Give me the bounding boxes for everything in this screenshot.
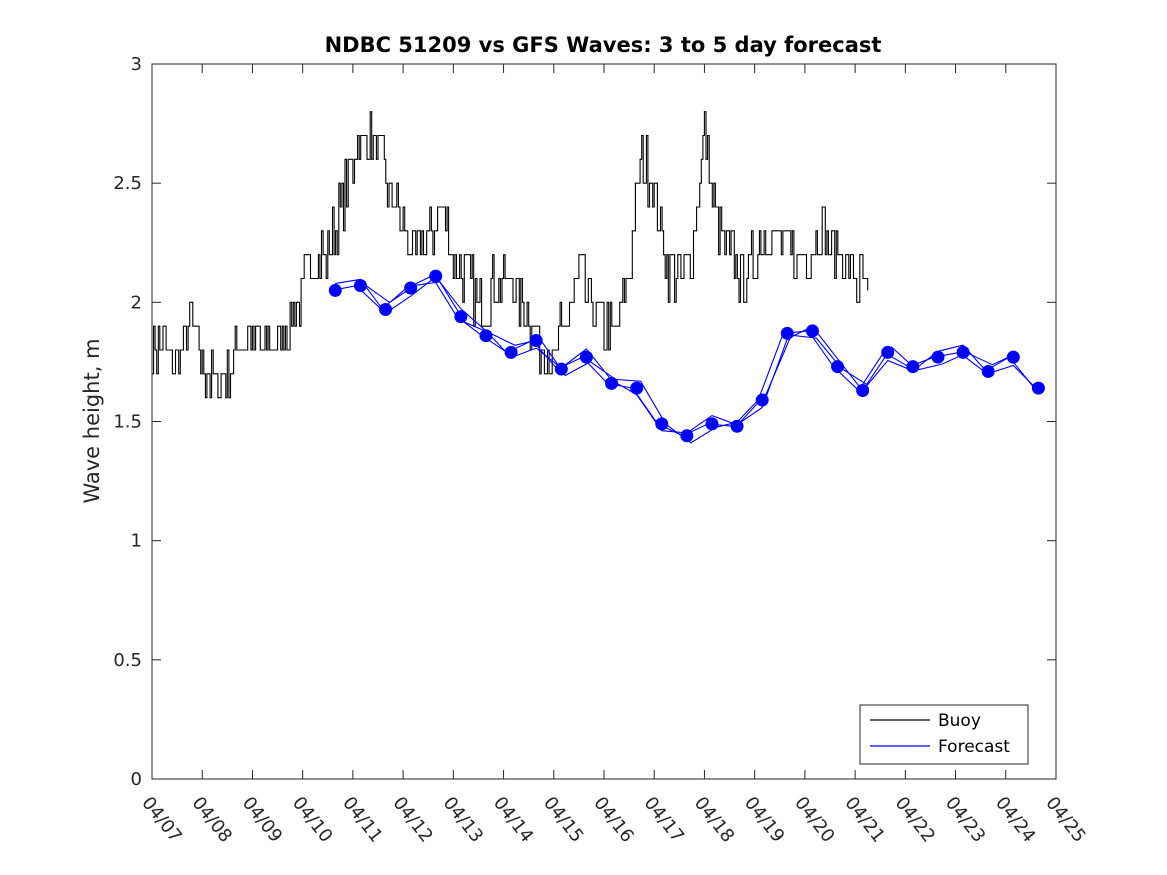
x-tick-label: 04/07 bbox=[137, 793, 185, 847]
y-tick-label: 2 bbox=[131, 292, 142, 313]
x-tick-label: 04/22 bbox=[891, 793, 939, 847]
legend: Buoy Forecast bbox=[859, 704, 1029, 765]
forecast-point bbox=[805, 324, 819, 338]
forecast-point bbox=[956, 345, 970, 359]
x-tick-label: 04/14 bbox=[489, 793, 537, 847]
legend-box bbox=[859, 704, 1029, 765]
x-tick-label: 04/09 bbox=[238, 793, 286, 847]
y-tick-label: 0.5 bbox=[113, 650, 142, 671]
x-tick-label: 04/24 bbox=[991, 793, 1039, 847]
x-tick-label: 04/25 bbox=[1041, 793, 1089, 847]
forecast-point bbox=[705, 417, 719, 431]
plot-area bbox=[152, 111, 1045, 444]
y-tick-label: 3 bbox=[131, 54, 142, 75]
forecast-point bbox=[554, 362, 568, 376]
x-tick-label: 04/18 bbox=[690, 793, 738, 847]
forecast-series-line bbox=[331, 275, 1035, 437]
x-tick-label: 04/13 bbox=[439, 793, 487, 847]
x-tick-label: 04/11 bbox=[338, 793, 386, 847]
forecast-point bbox=[780, 326, 794, 340]
forecast-point bbox=[404, 281, 418, 295]
x-tick-label: 04/10 bbox=[288, 793, 336, 847]
legend-label-buoy: Buoy bbox=[938, 711, 981, 731]
x-tick-label: 04/20 bbox=[790, 793, 838, 847]
y-axis-label: Wave height, m bbox=[80, 338, 104, 503]
forecast-point bbox=[605, 376, 619, 390]
forecast-point bbox=[856, 384, 870, 398]
forecast-point bbox=[454, 310, 468, 324]
buoy-series-line bbox=[152, 111, 869, 399]
forecast-point bbox=[529, 333, 543, 347]
forecast-point bbox=[881, 345, 895, 359]
forecast-point bbox=[655, 417, 669, 431]
forecast-point bbox=[429, 269, 443, 283]
x-tick-label: 04/15 bbox=[539, 793, 587, 847]
y-tick-label: 1.5 bbox=[113, 412, 142, 433]
forecast-point bbox=[353, 279, 367, 293]
forecast-point bbox=[931, 350, 945, 364]
forecast-point bbox=[579, 350, 593, 364]
x-tick-label: 04/16 bbox=[589, 793, 637, 847]
x-tick-label: 04/23 bbox=[941, 793, 989, 847]
forecast-point bbox=[630, 381, 644, 395]
forecast-point bbox=[1006, 350, 1020, 364]
forecast-point bbox=[831, 360, 845, 374]
forecast-point bbox=[730, 419, 744, 433]
x-tick-label: 04/17 bbox=[640, 793, 688, 847]
forecast-point bbox=[981, 364, 995, 378]
legend-label-forecast: Forecast bbox=[938, 737, 1010, 757]
y-tick-label: 0 bbox=[131, 769, 142, 790]
x-tick-label: 04/08 bbox=[188, 793, 236, 847]
y-tick-label: 2.5 bbox=[113, 173, 142, 194]
forecast-point bbox=[379, 302, 393, 316]
x-tick-label: 04/19 bbox=[740, 793, 788, 847]
forecast-point bbox=[504, 345, 518, 359]
x-tick-label: 04/21 bbox=[840, 793, 888, 847]
forecast-point bbox=[479, 329, 493, 343]
forecast-point bbox=[755, 393, 769, 407]
axes-box bbox=[151, 63, 1057, 780]
y-tick-label: 1 bbox=[131, 531, 142, 552]
forecast-point bbox=[328, 283, 342, 297]
chart-title: NDBC 51209 vs GFS Waves: 3 to 5 day fore… bbox=[325, 33, 882, 57]
forecast-point bbox=[680, 429, 694, 443]
forecast-point bbox=[906, 360, 920, 374]
x-tick-label: 04/12 bbox=[388, 793, 436, 847]
forecast-point bbox=[1031, 381, 1045, 395]
